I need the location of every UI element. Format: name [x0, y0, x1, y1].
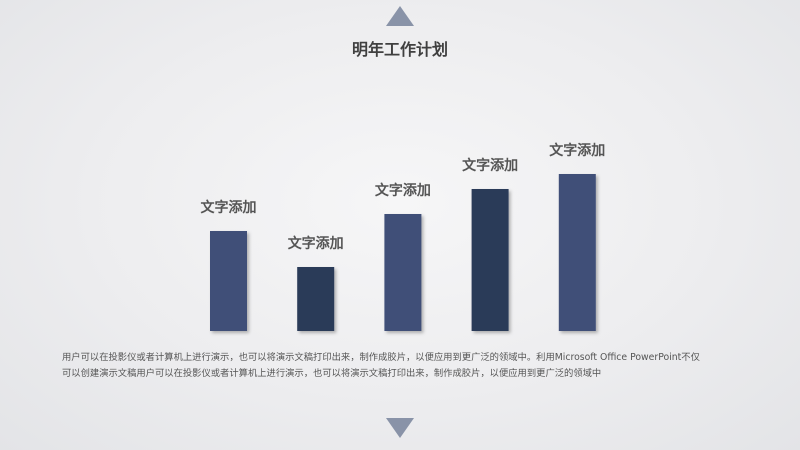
bar-3	[384, 214, 422, 331]
triangle-down-icon[interactable]	[386, 418, 414, 438]
bar-4	[471, 189, 509, 331]
bar-label-3: 文字添加	[375, 182, 431, 199]
slide-title: 明年工作计划	[351, 40, 448, 59]
bar-label-2: 文字添加	[288, 235, 344, 252]
description-line-2: 可以创建演示文稿用户可以在投影仪或者计算机上进行演示，也可以将演示文稿打印出来，…	[62, 368, 602, 379]
bar-1	[210, 231, 247, 331]
description-line-1: 用户可以在投影仪或者计算机上进行演示，也可以将演示文稿打印出来，制作成胶片，以便…	[62, 352, 700, 363]
bar-label-5: 文字添加	[549, 142, 605, 159]
triangle-up-icon[interactable]	[386, 6, 414, 26]
bar-2	[297, 267, 335, 331]
bar-5	[558, 174, 596, 331]
description-text: 用户可以在投影仪或者计算机上进行演示，也可以将演示文稿打印出来，制作成胶片，以便…	[62, 350, 742, 382]
bar-label-1: 文字添加	[201, 199, 257, 216]
bar-label-4: 文字添加	[462, 157, 518, 174]
